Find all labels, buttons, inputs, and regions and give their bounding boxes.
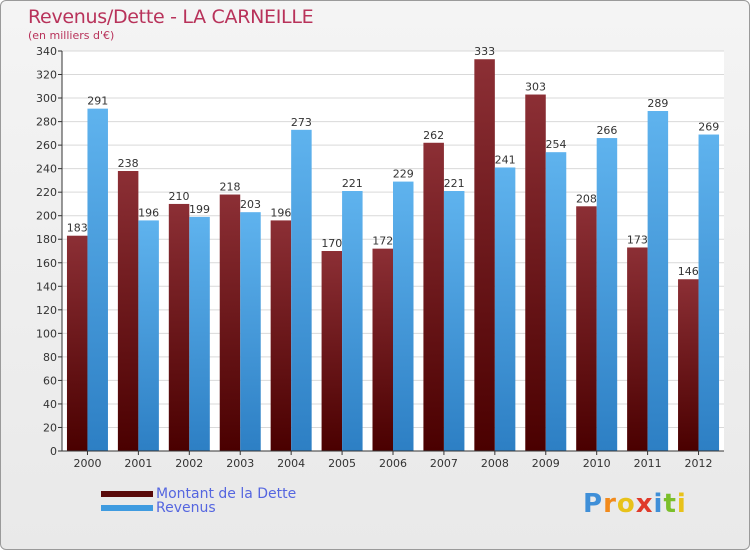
bar-revenue: [545, 152, 567, 452]
y-tick-label: 160: [36, 257, 57, 270]
y-tick-label: 180: [36, 233, 57, 246]
brand-letter: i: [676, 489, 687, 519]
chart-title: Revenus/Dette - LA CARNEILLE: [28, 6, 314, 28]
data-label-revenue: 196: [138, 206, 159, 219]
data-label-debt: 173: [627, 233, 648, 246]
x-tick-label: 2011: [634, 457, 662, 470]
data-label-debt: 170: [321, 237, 342, 250]
bar-debt: [423, 142, 444, 451]
bar-revenue: [342, 191, 363, 451]
bar-revenue: [291, 129, 312, 451]
brand-letter: o: [616, 489, 636, 519]
y-tick-label: 60: [43, 374, 57, 387]
brand-letter: x: [635, 489, 654, 519]
brand-letter: P: [583, 489, 604, 519]
bar-revenue: [494, 167, 516, 451]
y-tick-label: 40: [43, 398, 57, 411]
bar-debt: [66, 235, 88, 451]
x-tick-label: 2012: [685, 457, 713, 470]
data-label-debt: 303: [525, 81, 546, 94]
data-label-revenue: 269: [698, 121, 719, 134]
bar-debt: [474, 59, 495, 452]
y-tick-label: 80: [43, 351, 57, 364]
y-tick-label: 20: [43, 421, 57, 434]
bar-debt: [627, 247, 648, 451]
bar-debt: [270, 220, 292, 451]
data-label-debt: 208: [576, 192, 597, 205]
bar-debt: [576, 206, 597, 451]
data-label-revenue: 203: [240, 198, 261, 211]
brand-logo: Proxiti: [583, 489, 687, 519]
data-label-revenue: 289: [647, 97, 668, 110]
x-tick-label: 2000: [73, 457, 101, 470]
data-label-revenue: 221: [342, 177, 363, 190]
bar-revenue: [596, 138, 618, 451]
bar-debt: [372, 248, 393, 451]
y-tick-label: 280: [36, 116, 57, 129]
bar-revenue: [87, 108, 108, 451]
y-tick-label: 260: [36, 139, 57, 152]
x-tick-label: 2006: [379, 457, 407, 470]
y-tick-label: 100: [36, 327, 57, 340]
bar-debt: [321, 251, 343, 451]
bar-revenue: [189, 216, 210, 451]
bar-debt: [117, 171, 139, 451]
legend-label-debt: Montant de la Dette: [156, 486, 297, 502]
data-label-debt: 238: [118, 157, 139, 170]
y-tick-label: 240: [36, 163, 57, 176]
y-tick-label: 320: [36, 69, 57, 82]
x-tick-label: 2008: [481, 457, 509, 470]
y-tick-label: 120: [36, 304, 57, 317]
x-tick-label: 2010: [583, 457, 611, 470]
x-tick-label: 2007: [430, 457, 458, 470]
data-label-debt: 183: [67, 222, 88, 235]
data-label-debt: 196: [270, 206, 291, 219]
y-tick-label: 140: [36, 280, 57, 293]
bar-revenue: [647, 111, 669, 451]
y-tick-label: 0: [50, 445, 57, 458]
y-tick-label: 300: [36, 92, 57, 105]
x-tick-label: 2004: [277, 457, 305, 470]
x-tick-label: 2003: [226, 457, 254, 470]
legend-swatch-revenue: [101, 505, 153, 511]
data-label-revenue: 241: [495, 153, 516, 166]
bar-debt: [219, 194, 241, 451]
brand-letter: t: [663, 489, 677, 519]
data-label-debt: 333: [474, 45, 495, 58]
x-tick-label: 2009: [532, 457, 560, 470]
data-label-debt: 172: [372, 235, 393, 248]
bar-revenue: [443, 191, 465, 451]
x-tick-label: 2005: [328, 457, 356, 470]
brand-letter: r: [603, 489, 617, 519]
legend-label-revenue: Revenus: [156, 500, 216, 516]
data-label-revenue: 291: [87, 95, 108, 108]
bar-debt: [168, 203, 190, 451]
x-tick-label: 2001: [124, 457, 152, 470]
bar-revenue: [698, 134, 720, 451]
data-label-debt: 218: [219, 181, 240, 194]
legend-swatch-debt: [101, 491, 153, 497]
bar-debt: [678, 279, 699, 451]
data-label-revenue: 254: [546, 138, 567, 151]
bar-debt: [525, 94, 546, 451]
bar-revenue: [393, 181, 414, 451]
y-tick-label: 220: [36, 186, 57, 199]
bar-revenue: [240, 212, 261, 451]
data-label-debt: 146: [678, 265, 699, 278]
data-label-debt: 210: [169, 190, 190, 203]
chart-subtitle: (en milliers d'€): [28, 29, 115, 42]
data-label-revenue: 229: [393, 168, 414, 181]
bar-revenue: [138, 220, 159, 451]
y-tick-label: 340: [36, 45, 57, 58]
data-label-revenue: 221: [444, 177, 465, 190]
brand-letter: i: [653, 489, 664, 519]
x-tick-label: 2002: [175, 457, 203, 470]
data-label-debt: 262: [423, 129, 444, 142]
data-label-revenue: 199: [189, 203, 210, 216]
data-label-revenue: 273: [291, 116, 312, 129]
data-label-revenue: 266: [596, 124, 617, 137]
y-tick-label: 200: [36, 210, 57, 223]
